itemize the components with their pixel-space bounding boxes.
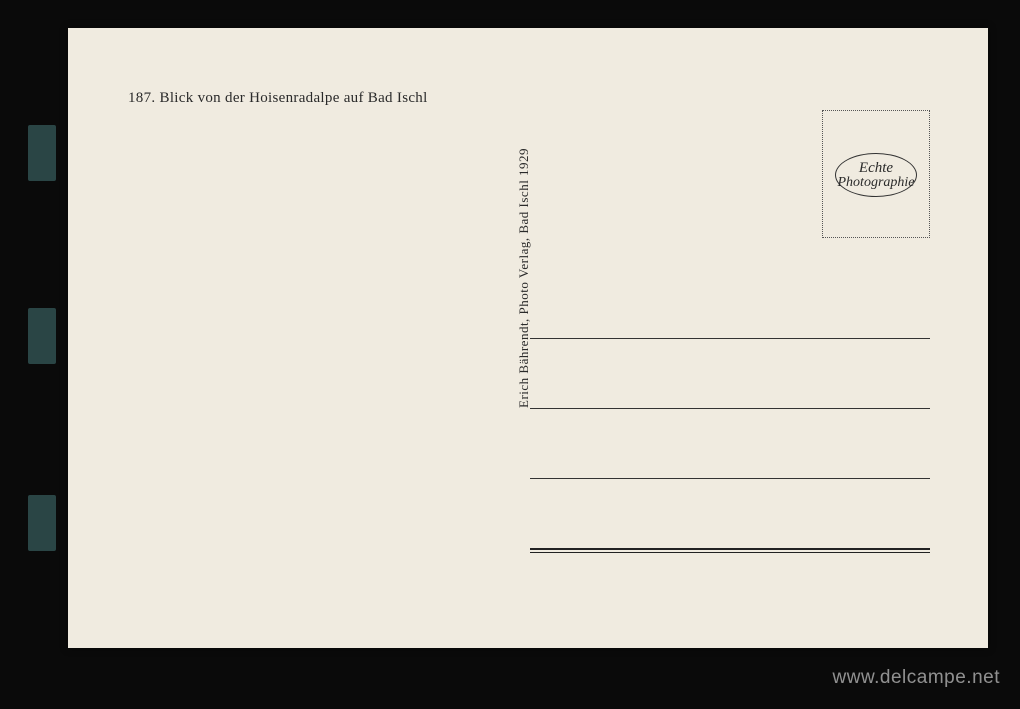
outer-frame: 187. Blick von der Hoisenradalpe auf Bad…	[0, 0, 1020, 709]
film-strip	[0, 0, 68, 709]
address-line-bold	[530, 548, 930, 550]
film-hole	[28, 495, 56, 551]
stamp-box: Echte Photographie	[822, 110, 930, 238]
postcard-back: 187. Blick von der Hoisenradalpe auf Bad…	[68, 28, 988, 648]
film-hole	[28, 125, 56, 181]
stamp-oval: Echte Photographie	[835, 153, 917, 197]
title-text: Blick von der Hoisenradalpe auf Bad Isch…	[160, 90, 428, 106]
stamp-label-2: Photographie	[838, 176, 915, 190]
title-number: 187.	[128, 90, 155, 106]
publisher-credit: Erich Bährendt, Photo Verlag, Bad Ischl …	[516, 148, 532, 408]
address-line	[530, 478, 930, 479]
address-line	[530, 408, 930, 409]
stamp-label-1: Echte	[859, 161, 893, 176]
address-line	[530, 338, 930, 339]
film-hole	[28, 308, 56, 364]
watermark: www.delcampe.net	[833, 667, 1000, 689]
postcard-title: 187. Blick von der Hoisenradalpe auf Bad…	[128, 90, 428, 107]
address-line-bold-under	[530, 552, 930, 553]
